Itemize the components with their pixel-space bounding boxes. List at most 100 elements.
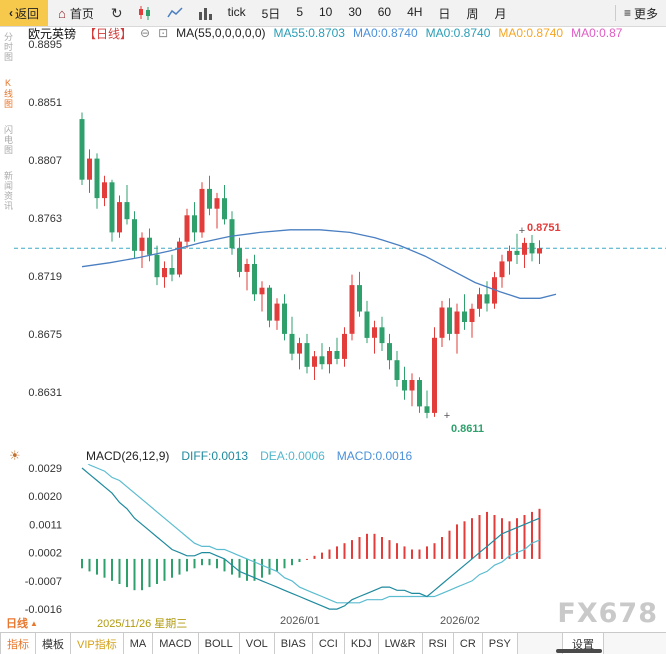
period-button-30[interactable]: 30 [348,4,362,19]
candle-body [484,294,490,304]
candle-body [477,294,482,309]
period-button-tick[interactable]: tick [227,4,246,19]
indicator-tabs: 指标 模板 VIP指标 MA MACD BOLL VOL BIAS CCI KDJ LW&R RSI C… [0,633,518,654]
candle-body [372,327,377,338]
sun-icon[interactable]: ☀ [9,448,21,463]
price-annotation: 0.8751 [527,222,561,234]
candle-body [192,215,197,233]
line-chart-icon [167,7,183,18]
period-button-月[interactable]: 月 [494,6,507,21]
macd-histogram-bar [381,537,383,559]
period-button-周[interactable]: 周 [466,6,479,21]
period-button-5日[interactable]: 5日 [261,6,281,21]
bottom-tab-指标[interactable]: 指标 [1,633,36,654]
bottom-tab-CR[interactable]: CR [453,633,483,654]
more-button[interactable]: ≡ 更多 [614,5,666,21]
macd-histogram-bar [471,518,473,559]
candle-body [289,333,295,354]
bottom-tab-RSI[interactable]: RSI [422,633,454,654]
candle-body [454,311,460,334]
macd-histogram-bar [126,558,128,588]
candle-body [417,380,422,407]
settings-tab[interactable]: 设置 [562,633,604,654]
bottom-tab-MA[interactable]: MA [123,633,154,654]
macd-histogram-bar [448,530,451,559]
candle-body [357,285,362,312]
bottom-tab-VOL[interactable]: VOL [239,633,275,654]
macd-axis-label: 0.0002 [28,548,62,560]
macd-legend: MACD(26,12,9) DIFF:0.0013 DEA:0.0006 MAC… [86,449,412,463]
bottom-tab-KDJ[interactable]: KDJ [344,633,379,654]
line-view-button[interactable] [160,6,190,20]
macd-histogram-bar [141,558,143,591]
bottom-tab-模板[interactable]: 模板 [36,633,71,654]
chart-type-tab[interactable]: 分时图 [3,32,13,62]
candle-body [102,182,107,199]
macd-histogram-bar [531,511,533,559]
back-button[interactable]: ‹ 返回 [0,0,49,26]
period-button-4H[interactable]: 4H [407,4,423,19]
back-label: 返回 [15,6,40,21]
chart-type-tab[interactable]: 闪电图 [3,125,13,155]
candle-body [244,264,250,272]
home-label: 首页 [69,6,94,21]
macd-histogram-bar [328,549,331,559]
macd-histogram-bar [81,558,83,569]
bottom-tab-VIP指标[interactable]: VIP指标 [71,633,124,654]
settings-label: 设置 [572,638,594,651]
macd-histogram-bar [96,558,98,575]
home-icon: ⌂ [58,5,66,21]
refresh-button[interactable]: ↻ [104,5,130,22]
ma-values: MA55:0.8703 MA0:0.8740 MA0:0.8740 MA0:0.874… [274,26,623,40]
bottom-tab-BOLL[interactable]: BOLL [198,633,240,654]
chart-type-tab[interactable]: K线图 [3,78,13,109]
candle-body [447,307,452,334]
macd-histogram-bar [523,515,526,559]
candle-body [229,219,235,249]
bottom-tab-CCI[interactable]: CCI [312,633,345,654]
macd-chart[interactable]: 0.0029 0.0020 0.0011 0.0002 -0.0007 -0.0016 [0,464,666,614]
macd-histogram-bar [306,558,308,560]
triangle-up-icon: ▲ [30,618,38,628]
chart-type-tab[interactable]: 新闻资讯 [3,171,13,211]
candle-body [312,356,317,367]
macd-axis-label: -0.0007 [25,576,62,588]
bottom-tab-LW&R[interactable]: LW&R [378,633,423,654]
frame-icon[interactable]: ⊡ [158,26,169,40]
candle-body [379,327,385,344]
candle-body [304,343,310,367]
macd-histogram-bar [478,515,481,559]
bottom-tab-MACD[interactable]: MACD [153,633,199,654]
ma-value: MA0:0.8740 [352,26,418,40]
candle-body [319,356,325,365]
volume-view-button[interactable] [190,6,220,20]
candlestick-view-button[interactable] [130,6,160,20]
candle-body [282,303,287,334]
price-axis-label: 0.8763 [28,213,62,225]
period-button-日[interactable]: 日 [438,6,451,21]
x-axis-row: 日线 ▲ 2025/11/26 星期三 2026/01 2026/02 [0,613,666,632]
circle-minus-icon[interactable]: ⊖ [140,26,151,40]
bottom-tab-PSY[interactable]: PSY [482,633,518,654]
candle-body [364,311,370,338]
bottom-tab-bar: 指标 模板 VIP指标 MA MACD BOLL VOL BIAS CCI KDJ LW&R RSI C… [0,632,666,654]
period-button-60[interactable]: 60 [377,4,392,19]
back-chevron-icon: ‹ [9,6,13,20]
bottom-tab-BIAS[interactable]: BIAS [274,633,313,654]
candle-body [267,287,272,321]
macd-histogram-bar [366,533,368,559]
home-button[interactable]: ⌂ 首页 [48,5,104,22]
period-button-10[interactable]: 10 [319,4,333,19]
macd-histogram-bar [373,533,376,559]
candle-body [462,311,467,322]
scrollbar-thumb[interactable] [556,649,602,653]
candle-body [237,248,242,272]
macd-histogram-bar [538,508,541,559]
period-indicator-label: 日线 [6,618,28,630]
candle-body [387,343,392,361]
main-chart[interactable]: 0.8895 0.8851 0.8807 0.8763 0.8719 0.8675 0.86… [0,38,666,450]
period-indicator[interactable]: 日线 ▲ [6,615,38,631]
period-tag: 【日线】 [84,26,133,41]
period-button-5[interactable]: 5 [296,4,303,19]
